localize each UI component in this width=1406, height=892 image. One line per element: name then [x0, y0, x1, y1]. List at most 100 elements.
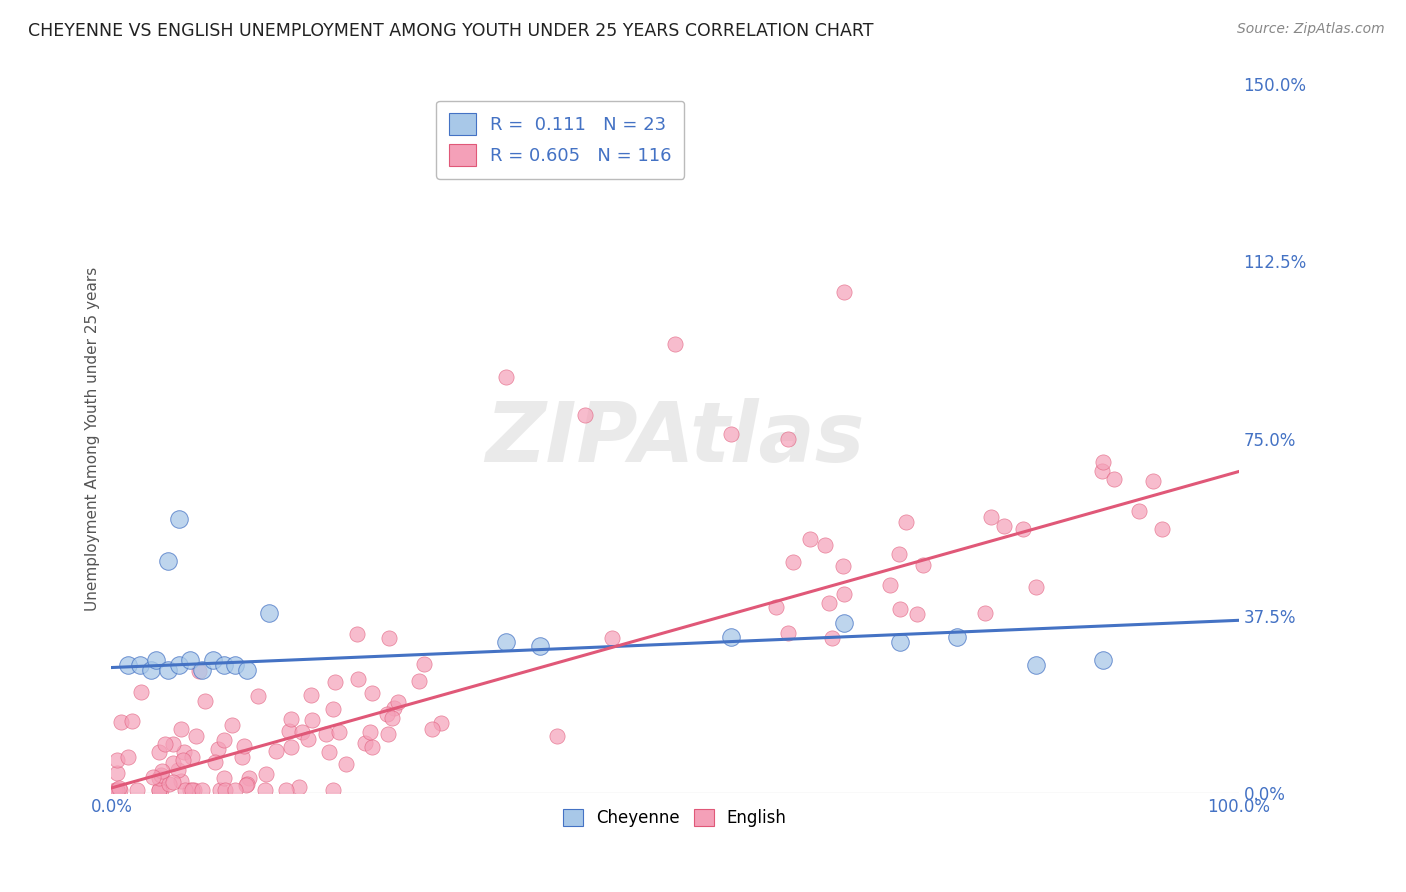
Point [413, 657, 436, 672]
Point [911, 558, 934, 572]
Point [1011, 522, 1033, 536]
Point [280, 740, 302, 755]
Point [378, 632, 401, 646]
Point [346, 672, 368, 686]
Point [190, 663, 212, 677]
Point [887, 547, 910, 561]
Point [600, 631, 623, 645]
Point [361, 686, 384, 700]
Point [813, 538, 835, 552]
Point [1128, 504, 1150, 518]
Text: ZIPAtlas: ZIPAtlas [485, 398, 865, 479]
Point [1142, 474, 1164, 488]
Point [150, 783, 173, 797]
Point [247, 690, 270, 704]
Point [782, 555, 804, 569]
Point [1102, 472, 1125, 486]
Point [818, 596, 841, 610]
Point [231, 749, 253, 764]
Point [1025, 658, 1047, 673]
Point [1092, 653, 1115, 667]
Point [156, 554, 179, 568]
Legend: Cheyenne, English: Cheyenne, English [557, 803, 793, 834]
Point [1025, 580, 1047, 594]
Point [354, 736, 377, 750]
Point [720, 426, 742, 441]
Point [224, 783, 246, 797]
Point [832, 285, 855, 300]
Point [278, 723, 301, 738]
Point [291, 725, 314, 739]
Point [142, 770, 165, 784]
Point [832, 587, 855, 601]
Point [214, 783, 236, 797]
Point [170, 773, 193, 788]
Point [167, 512, 190, 526]
Point [233, 739, 256, 753]
Point [221, 718, 243, 732]
Point [299, 688, 322, 702]
Point [162, 756, 184, 771]
Point [214, 771, 236, 785]
Point [105, 753, 128, 767]
Point [153, 737, 176, 751]
Text: CHEYENNE VS ENGLISH UNEMPLOYMENT AMONG YOUTH UNDER 25 YEARS CORRELATION CHART: CHEYENNE VS ENGLISH UNEMPLOYMENT AMONG Y… [28, 22, 873, 40]
Point [108, 780, 131, 795]
Point [776, 432, 799, 446]
Point [179, 783, 201, 797]
Point [180, 749, 202, 764]
Point [335, 756, 357, 771]
Point [181, 783, 204, 797]
Point [188, 664, 211, 678]
Point [799, 532, 821, 546]
Point [301, 713, 323, 727]
Point [212, 733, 235, 747]
Point [191, 783, 214, 797]
Point [894, 516, 917, 530]
Point [105, 766, 128, 780]
Point [889, 634, 911, 648]
Point [157, 777, 180, 791]
Point [108, 783, 131, 797]
Point [377, 706, 399, 721]
Point [821, 631, 844, 645]
Point [129, 685, 152, 699]
Point [156, 663, 179, 677]
Point [105, 783, 128, 797]
Point [382, 701, 405, 715]
Point [184, 729, 207, 743]
Point [148, 783, 170, 797]
Point [238, 771, 260, 785]
Point [889, 602, 911, 616]
Point [359, 724, 381, 739]
Point [408, 673, 430, 688]
Point [546, 729, 568, 743]
Point [315, 727, 337, 741]
Point [104, 783, 127, 797]
Point [145, 653, 167, 667]
Text: Source: ZipAtlas.com: Source: ZipAtlas.com [1237, 22, 1385, 37]
Point [212, 658, 235, 673]
Point [765, 600, 787, 615]
Point [1092, 455, 1115, 469]
Point [110, 715, 132, 730]
Point [974, 606, 997, 620]
Point [377, 727, 399, 741]
Point [174, 783, 197, 797]
Point [167, 658, 190, 673]
Point [148, 783, 170, 797]
Point [323, 675, 346, 690]
Point [162, 738, 184, 752]
Point [720, 630, 742, 644]
Point [495, 634, 517, 648]
Point [529, 640, 551, 654]
Point [430, 716, 453, 731]
Point [172, 753, 194, 767]
Point [148, 771, 170, 785]
Point [574, 408, 596, 422]
Point [280, 712, 302, 726]
Point [121, 714, 143, 728]
Point [150, 768, 173, 782]
Point [236, 777, 259, 791]
Y-axis label: Unemployment Among Youth under 25 years: Unemployment Among Youth under 25 years [86, 267, 100, 611]
